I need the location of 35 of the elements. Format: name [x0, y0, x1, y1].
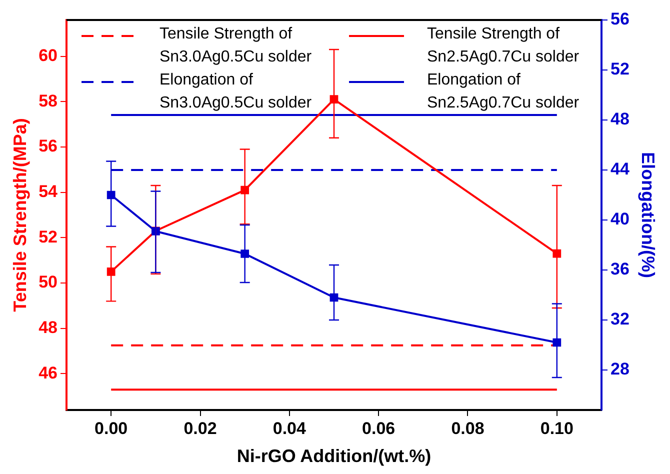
- x-tick-label: 0.00: [94, 418, 128, 438]
- legend-label: Elongation of Sn3.0Ag0.5Cu solder: [160, 71, 312, 112]
- y-tick-label: 58: [38, 91, 58, 110]
- x-tick-label: 0.08: [451, 418, 484, 438]
- y2-tick-label: 36: [610, 260, 630, 279]
- y2-tick-label: 52: [610, 60, 630, 79]
- x-tick-label: 0.04: [272, 418, 307, 438]
- point: [330, 95, 338, 104]
- point: [240, 250, 250, 258]
- legend-label: Tensile Strength of Sn3.0Ag0.5Cu solder: [160, 25, 312, 66]
- y-tick-label: 50: [38, 272, 58, 292]
- legend-label: Tensile Strength of Sn2.5Ag0.7Cu solder: [427, 25, 580, 66]
- y2-tick-label: 48: [610, 110, 630, 129]
- y2-tick-label: 40: [610, 210, 630, 229]
- point: [106, 190, 116, 200]
- y2-axis-title: Elongation/(%): [638, 152, 658, 278]
- x-axis-title: Ni-rGO Addition/(wt.%): [236, 446, 432, 466]
- x-tick-label: 0.10: [540, 418, 574, 438]
- y2-tick-label: 56: [610, 10, 630, 29]
- y2-tick-label: 28: [610, 360, 630, 379]
- point: [552, 338, 562, 347]
- y-axis-title: Tensile Strength/(MPa): [10, 118, 30, 312]
- y2-tick-label: 32: [610, 310, 630, 329]
- y-tick-label: 56: [38, 136, 58, 156]
- point: [552, 249, 562, 258]
- legend-label: Elongation of Sn2.5Ag0.7Cu solder: [427, 71, 580, 112]
- y-tick-label: 60: [38, 46, 58, 65]
- y2-tick-label: 44: [610, 160, 630, 179]
- x-tick-label: 0.02: [184, 418, 217, 438]
- x-tick-label: 0.06: [362, 418, 396, 438]
- point: [106, 268, 116, 276]
- y-tick-label: 54: [38, 182, 58, 202]
- y-tick-label: 52: [38, 227, 58, 246]
- y-tick-label: 46: [38, 363, 58, 382]
- y-tick-label: 48: [38, 318, 58, 338]
